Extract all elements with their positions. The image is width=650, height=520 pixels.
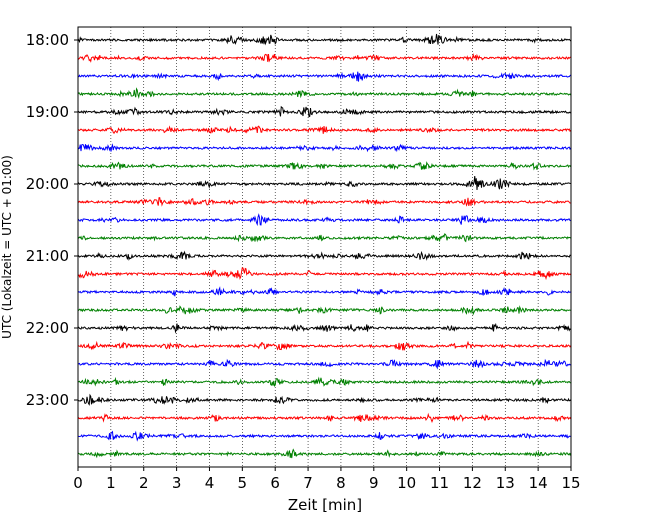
x-tick-label-5: 5 [238,474,248,492]
vertical-grid [110,27,539,467]
trace-10 [77,213,571,227]
trace-6 [77,143,572,153]
y-tick-label-1: 19:00 [26,103,69,121]
trace-0 [77,33,572,46]
y-tick-label-5: 23:00 [26,391,69,409]
trace-4 [77,105,572,118]
x-tick-label-1: 1 [106,474,116,492]
x-tick-label-13: 13 [496,474,515,492]
trace-13 [77,267,572,281]
trace-3 [77,87,572,99]
trace-20 [77,393,572,406]
trace-22 [77,430,571,442]
x-axis-title: Zeit [min] [288,496,362,514]
y-tick-label-0: 18:00 [26,31,69,49]
x-tick-label-15: 15 [561,474,580,492]
x-tick-label-6: 6 [270,474,280,492]
trace-1 [77,53,571,63]
y-axis: 18:00 19:00 20:00 21:00 22:00 23:00 [26,31,78,409]
x-tick-label-11: 11 [430,474,449,492]
trace-9 [77,197,571,207]
y-tick-label-3: 21:00 [26,247,69,265]
trace-15 [77,305,571,316]
trace-11 [77,233,571,243]
trace-23 [77,448,572,459]
x-tick-label-4: 4 [205,474,215,492]
y-axis-title: UTC (Lokalzeit = UTC + 01:00) [0,155,14,339]
x-tick-label-3: 3 [172,474,182,492]
y-tick-label-4: 22:00 [26,319,69,337]
traces [77,33,572,459]
plot-frame [77,26,572,468]
x-tick-label-10: 10 [397,474,416,492]
trace-8 [77,176,571,190]
trace-19 [77,376,571,388]
y-tick-label-2: 20:00 [26,175,69,193]
trace-14 [77,286,571,297]
trace-18 [77,358,572,370]
x-tick-label-14: 14 [529,474,548,492]
x-tick-label-0: 0 [73,474,83,492]
trace-17 [77,340,572,351]
trace-21 [77,412,572,423]
x-tick-label-2: 2 [139,474,149,492]
trace-16 [77,322,572,334]
x-tick-label-9: 9 [369,474,379,492]
x-tick-label-7: 7 [303,474,313,492]
trace-2 [77,71,572,82]
trace-12 [77,250,571,261]
trace-7 [77,161,572,171]
x-tick-label-12: 12 [463,474,482,492]
x-tick-label-8: 8 [336,474,346,492]
x-axis: 0 1 2 3 4 5 6 7 8 9 10 11 12 13 14 15 [73,467,581,492]
trace-5 [77,125,572,135]
